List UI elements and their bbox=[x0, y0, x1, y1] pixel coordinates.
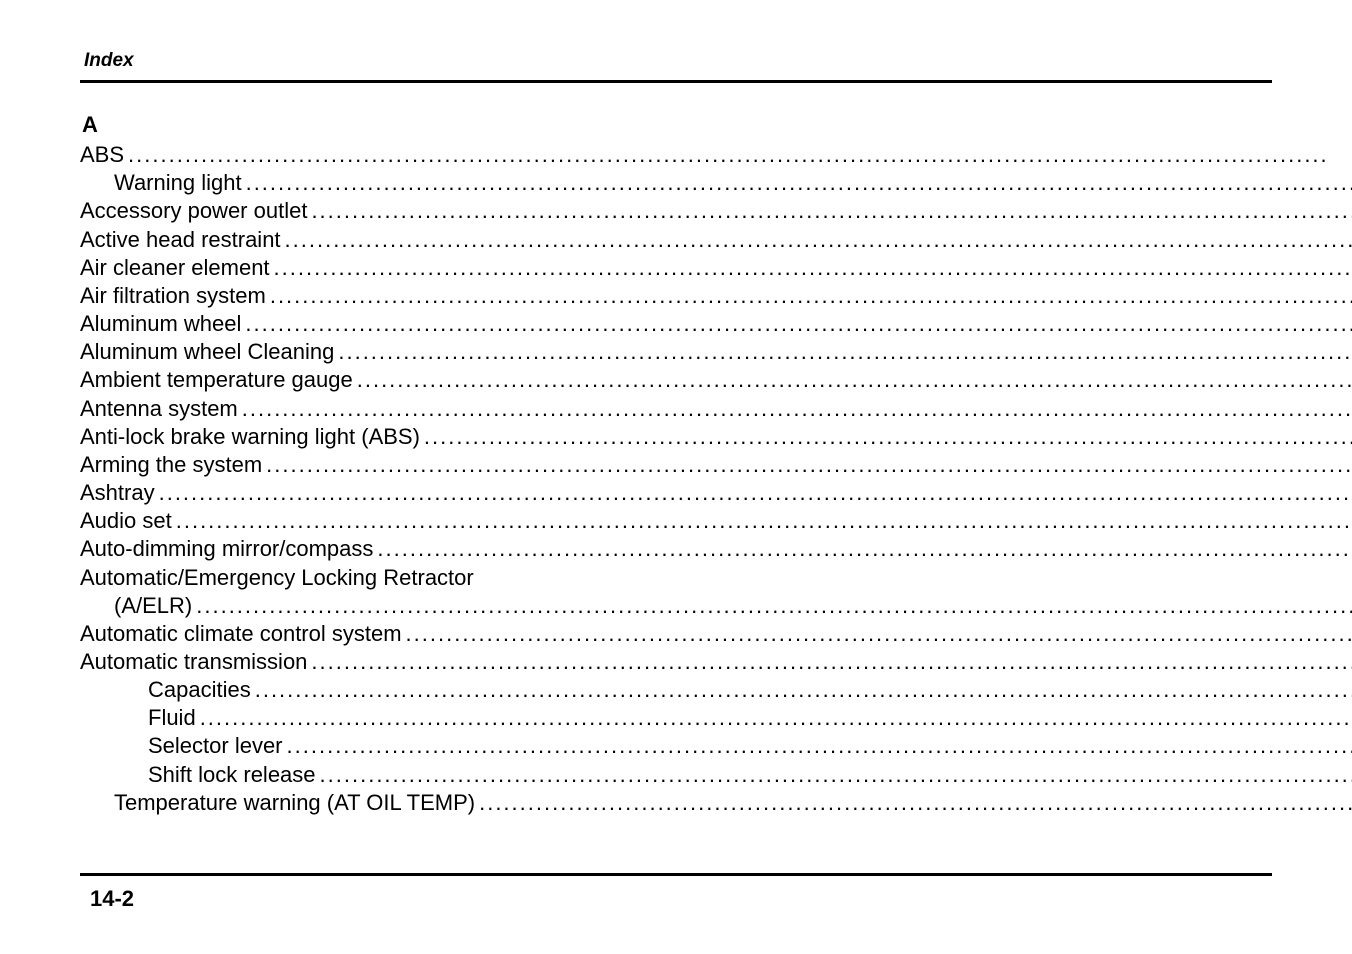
leader-dots bbox=[338, 338, 1352, 366]
index-entry: Automatic/Emergency Locking Retractor bbox=[80, 564, 1352, 592]
index-entry: Shift lock release7-19 bbox=[80, 761, 1352, 789]
index-entry: Audio set5-3 bbox=[80, 507, 1352, 535]
entry-label: Auto-dimming mirror/compass bbox=[80, 535, 373, 563]
entry-label: Ashtray bbox=[80, 479, 155, 507]
entry-label: Antenna system bbox=[80, 395, 238, 423]
index-entry: Active head restraint1-7 bbox=[80, 226, 1352, 254]
leader-dots bbox=[424, 423, 1352, 451]
entry-label: Shift lock release bbox=[148, 761, 316, 789]
leader-dots bbox=[357, 366, 1352, 394]
entry-label: Automatic/Emergency Locking Retractor bbox=[80, 564, 474, 592]
leader-dots bbox=[479, 789, 1352, 817]
index-entry: Selector lever7-15 bbox=[80, 732, 1352, 760]
index-entry: ABS7-23 bbox=[80, 141, 1352, 169]
index-entry: Anti-lock brake warning light (ABS)3-12,… bbox=[80, 423, 1352, 451]
index-entry: Air cleaner element11-20 bbox=[80, 254, 1352, 282]
entry-label: Temperature warning (AT OIL TEMP) bbox=[114, 789, 475, 817]
rule-bottom bbox=[80, 873, 1272, 876]
index-entry: Auto-dimming mirror/compass3-30 bbox=[80, 535, 1352, 563]
entry-label: Automatic transmission bbox=[80, 648, 307, 676]
entry-label: Capacities bbox=[148, 676, 251, 704]
index-entry: Automatic transmission7-14 bbox=[80, 648, 1352, 676]
index-letter: A bbox=[82, 111, 1352, 139]
leader-dots bbox=[242, 395, 1352, 423]
leader-dots bbox=[200, 704, 1352, 732]
entry-label: Fluid bbox=[148, 704, 196, 732]
index-page: Index AABS7-23Warning light3-12, 7-24Acc… bbox=[0, 0, 1352, 954]
entry-label: Aluminum wheel bbox=[80, 310, 241, 338]
leader-dots bbox=[196, 592, 1352, 620]
leader-dots bbox=[128, 141, 1352, 169]
entry-label: (A/ELR) bbox=[114, 592, 192, 620]
entry-label: Anti-lock brake warning light (ABS) bbox=[80, 423, 420, 451]
leader-dots bbox=[311, 197, 1352, 225]
entry-label: Air cleaner element bbox=[80, 254, 270, 282]
entry-label: Accessory power outlet bbox=[80, 197, 307, 225]
entry-label: Automatic climate control system bbox=[80, 620, 402, 648]
entry-label: Arming the system bbox=[80, 451, 262, 479]
index-columns: AABS7-23Warning light3-12, 7-24Accessory… bbox=[80, 111, 1272, 857]
entry-label: Aluminum wheel Cleaning bbox=[80, 338, 334, 366]
running-head: Index bbox=[84, 50, 1272, 72]
leader-dots bbox=[311, 648, 1352, 676]
entry-label: Air filtration system bbox=[80, 282, 266, 310]
entry-label: Active head restraint bbox=[80, 226, 281, 254]
leader-dots bbox=[287, 732, 1352, 760]
leader-dots bbox=[285, 226, 1352, 254]
rule-top bbox=[80, 80, 1272, 83]
leader-dots bbox=[270, 282, 1352, 310]
index-entry: Air filtration system4-18 bbox=[80, 282, 1352, 310]
index-entry: Accessory power outlet6-9 bbox=[80, 197, 1352, 225]
entry-label: Ambient temperature gauge bbox=[80, 366, 353, 394]
leader-dots bbox=[176, 507, 1352, 535]
page-number: 14-2 bbox=[90, 886, 1272, 912]
entry-label: Warning light bbox=[114, 169, 242, 197]
column-left: AABS7-23Warning light3-12, 7-24Accessory… bbox=[80, 111, 1352, 857]
leader-dots bbox=[246, 169, 1352, 197]
leader-dots bbox=[245, 310, 1352, 338]
index-entry: Ambient temperature gauge3-9 bbox=[80, 366, 1352, 394]
leader-dots bbox=[377, 535, 1352, 563]
index-entry: Capacities12-4 bbox=[80, 676, 1352, 704]
leader-dots bbox=[159, 479, 1352, 507]
index-entry: Aluminum wheel Cleaning10-3 bbox=[80, 338, 1352, 366]
index-entry: Automatic climate control system4-10 bbox=[80, 620, 1352, 648]
index-entry: Temperature warning (AT OIL TEMP)3-12 bbox=[80, 789, 1352, 817]
index-entry: Fluid11-27 bbox=[80, 704, 1352, 732]
leader-dots bbox=[255, 676, 1352, 704]
leader-dots bbox=[274, 254, 1352, 282]
index-entry: (A/ELR)1-14 bbox=[80, 592, 1352, 620]
index-entry: Ashtray6-14, 10-7 bbox=[80, 479, 1352, 507]
index-entry: Antenna system5-2 bbox=[80, 395, 1352, 423]
leader-dots bbox=[266, 451, 1352, 479]
index-entry: Aluminum wheel11-48 bbox=[80, 310, 1352, 338]
leader-dots bbox=[406, 620, 1352, 648]
leader-dots bbox=[320, 761, 1352, 789]
entry-label: Selector lever bbox=[148, 732, 283, 760]
index-entry: Arming the system2-14 bbox=[80, 451, 1352, 479]
index-entry: Warning light3-12, 7-24 bbox=[80, 169, 1352, 197]
entry-label: Audio set bbox=[80, 507, 172, 535]
entry-label: ABS bbox=[80, 141, 124, 169]
